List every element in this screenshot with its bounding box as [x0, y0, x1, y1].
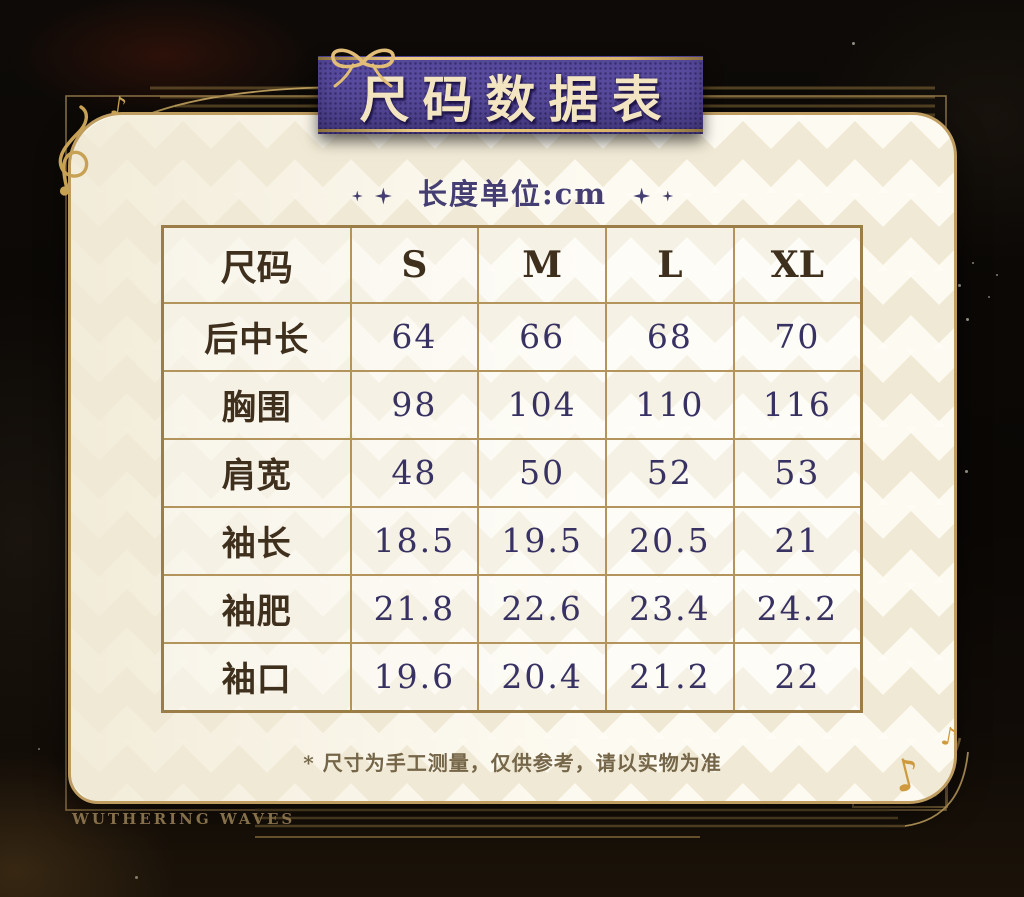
cell-value: 52 [605, 437, 735, 508]
size-chart-card: 长度单位:cm 尺码 S M L XL 后中长 64 66 [68, 112, 957, 804]
col-header-size: 尺码 [161, 225, 352, 304]
four-point-star-icon [374, 187, 392, 205]
row-label: 胸围 [161, 369, 352, 440]
cell-value: 53 [732, 437, 863, 508]
cell-value: 110 [605, 369, 735, 440]
table-header-row: 尺码 S M L XL [161, 225, 863, 304]
unit-note-text: 长度单位:cm [417, 177, 608, 211]
cell-value: 64 [349, 302, 480, 372]
col-header-m: M [477, 225, 607, 304]
table-row: 袖肥 21.8 22.6 23.4 24.2 [161, 573, 863, 644]
cell-value: 104 [477, 369, 607, 440]
four-point-star-icon [662, 190, 674, 202]
unit-note: 长度单位:cm [71, 171, 954, 213]
col-header-l: L [605, 225, 735, 304]
cell-value: 20.5 [605, 505, 735, 576]
table-row: 袖长 18.5 19.5 20.5 21 [161, 505, 863, 576]
cell-value: 18.5 [349, 505, 480, 576]
row-label: 袖口 [161, 641, 352, 713]
row-label: 袖长 [161, 505, 352, 576]
table-row: 袖口 19.6 20.4 21.2 22 [161, 641, 863, 713]
cell-value: 21 [732, 505, 863, 576]
cell-value: 22 [732, 641, 863, 713]
cell-value: 19.5 [477, 505, 607, 576]
footnote: * 尺寸为手工测量，仅供参考，请以实物为准 [303, 751, 722, 775]
cell-value: 48 [349, 437, 480, 508]
row-label: 后中长 [161, 302, 352, 372]
cell-value: 19.6 [349, 641, 480, 713]
cell-value: 20.4 [477, 641, 607, 713]
table-row: 肩宽 48 50 52 53 [161, 437, 863, 508]
title-banner: 尺码数据表 [318, 48, 703, 134]
cell-value: 50 [477, 437, 607, 508]
cell-value: 116 [732, 369, 863, 440]
col-header-xl: XL [732, 225, 863, 304]
cell-value: 24.2 [732, 573, 863, 644]
cell-value: 66 [477, 302, 607, 372]
row-label: 肩宽 [161, 437, 352, 508]
treble-clef-icon [58, 105, 89, 196]
table-row: 胸围 98 104 110 116 [161, 369, 863, 440]
cell-value: 21.2 [605, 641, 735, 713]
row-label: 袖肥 [161, 573, 352, 644]
cell-value: 21.8 [349, 573, 480, 644]
four-point-star-icon [351, 190, 363, 202]
cell-value: 70 [732, 302, 863, 372]
brand-watermark: WUTHERING WAVES [72, 810, 296, 828]
cell-value: 22.6 [477, 573, 607, 644]
col-header-s: S [349, 225, 480, 304]
cell-value: 23.4 [605, 573, 735, 644]
cell-value: 68 [605, 302, 735, 372]
four-point-star-icon [633, 187, 651, 205]
cell-value: 98 [349, 369, 480, 440]
ribbon-bow-icon [331, 48, 395, 88]
size-table: 尺码 S M L XL 后中长 64 66 68 70 胸围 98 [161, 225, 863, 713]
table-row: 后中长 64 66 68 70 [161, 302, 863, 372]
